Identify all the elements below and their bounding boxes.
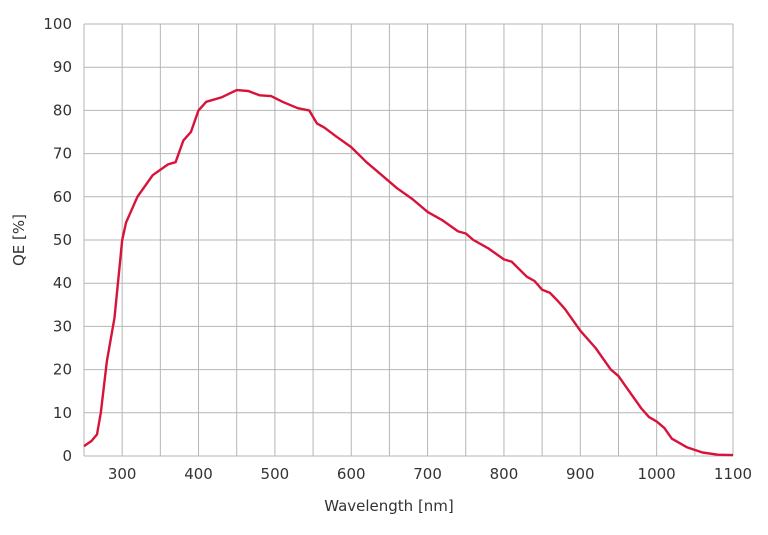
y-axis-label: QE [%] (10, 214, 28, 266)
y-tick-label: 100 (43, 15, 72, 33)
y-tick-label: 30 (53, 317, 72, 335)
y-tick-label: 40 (53, 274, 72, 292)
grid (83, 23, 734, 457)
y-tick-label: 20 (53, 361, 72, 379)
x-tick-label: 400 (184, 465, 213, 483)
y-tick-label: 50 (53, 231, 72, 249)
y-tick-label: 0 (62, 447, 72, 465)
x-tick-label: 600 (337, 465, 366, 483)
y-tick-label: 70 (53, 145, 72, 163)
x-tick-label: 1000 (638, 465, 676, 483)
x-axis-label: Wavelength [nm] (324, 497, 454, 515)
y-tick-label: 80 (53, 101, 72, 119)
qe-curve (83, 88, 734, 457)
x-tick-label: 500 (261, 465, 290, 483)
x-tick-label: 900 (566, 465, 595, 483)
x-tick-label: 1100 (714, 465, 752, 483)
x-tick-label: 800 (490, 465, 519, 483)
x-tick-label: 300 (108, 465, 137, 483)
x-tick-label: 700 (413, 465, 442, 483)
y-tick-label: 90 (53, 58, 72, 76)
y-tick-label: 60 (53, 188, 72, 206)
y-tick-label: 10 (53, 404, 72, 422)
tick-labels: 300 400 500 600 700 800 900 1000 1100 0 10 20 30 40 50… (43, 15, 752, 483)
